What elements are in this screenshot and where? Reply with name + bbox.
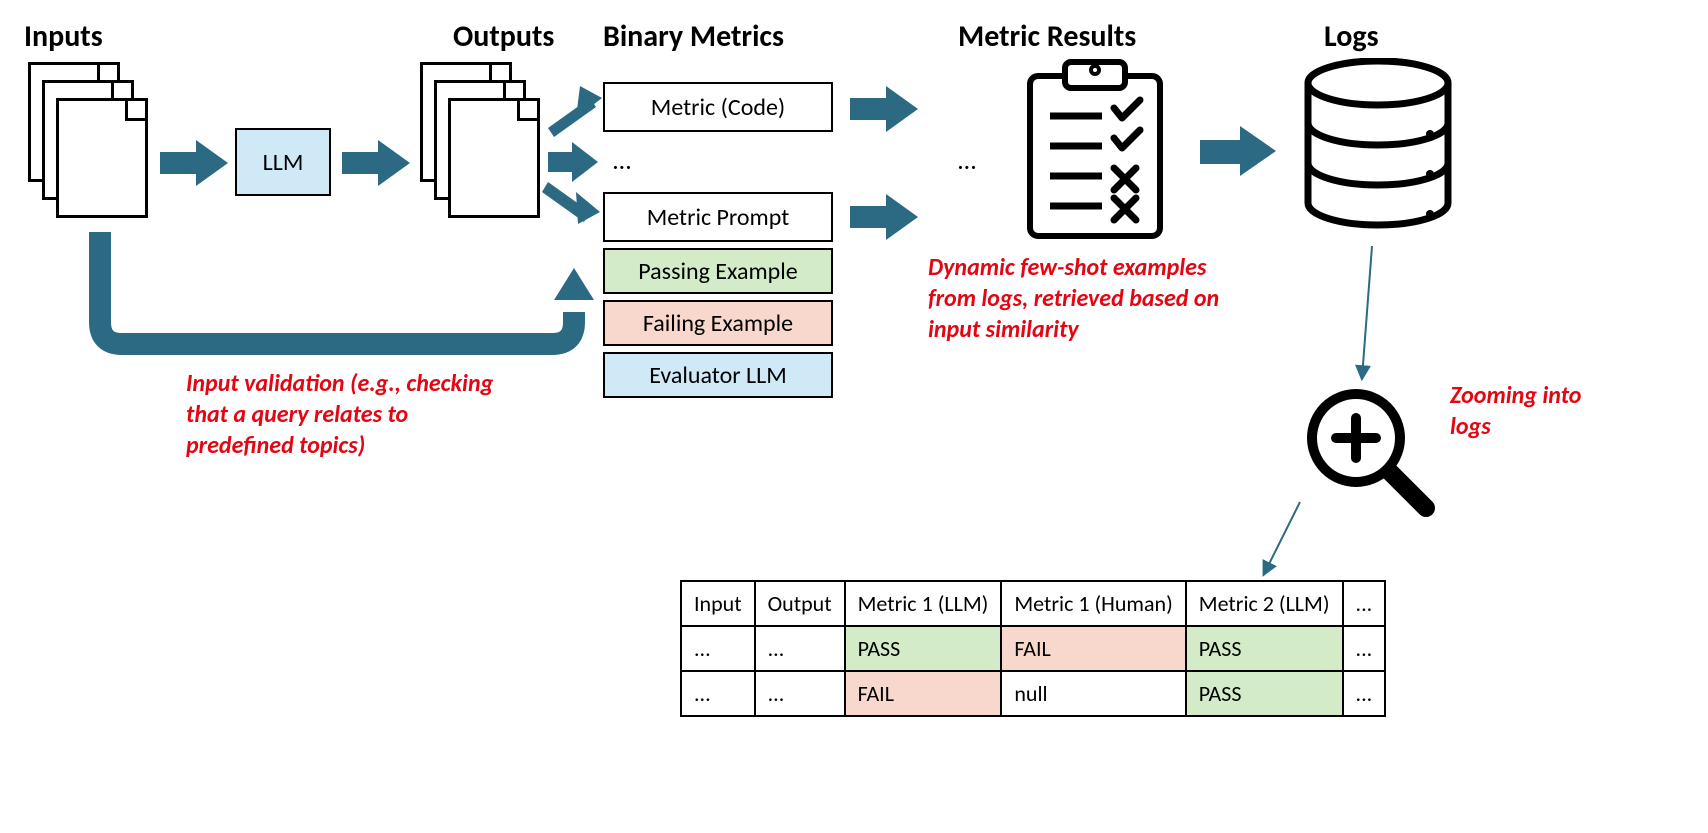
magnifier-icon <box>1298 380 1438 525</box>
col-metric1-llm: Metric 1 (LLM) <box>845 581 1002 626</box>
llm-box: LLM <box>235 128 331 196</box>
clipboard-icon <box>1010 56 1180 251</box>
arrow-outputs-to-middle <box>548 142 598 182</box>
table-cell: ... <box>681 626 755 671</box>
logs-table: Input Output Metric 1 (LLM) Metric 1 (Hu… <box>680 580 1386 717</box>
table-row: ......PASSFAILPASS... <box>681 626 1385 671</box>
table-cell: FAIL <box>1001 626 1185 671</box>
arrow-outputs-to-metric-prompt <box>542 182 600 224</box>
heading-metric-results: Metric Results <box>958 18 1136 55</box>
heading-inputs: Inputs <box>24 18 103 55</box>
table-row: ......FAILnullPASS... <box>681 671 1385 716</box>
heading-logs: Logs <box>1324 18 1379 55</box>
table-cell: ... <box>1343 626 1386 671</box>
table-cell: ... <box>1343 671 1386 716</box>
database-icon <box>1298 58 1458 243</box>
evaluator-llm-box: Evaluator LLM <box>603 352 833 398</box>
table-cell: PASS <box>1186 671 1343 716</box>
results-ellipsis: … <box>958 144 976 176</box>
arrow-metric-prompt-to-results <box>850 194 918 240</box>
table-cell: null <box>1001 671 1185 716</box>
failing-example-box: Failing Example <box>603 300 833 346</box>
col-metric2-llm: Metric 2 (LLM) <box>1186 581 1343 626</box>
table-cell: FAIL <box>845 671 1002 716</box>
metric-prompt-box: Metric Prompt <box>603 192 833 242</box>
metric-code-box: Metric (Code) <box>603 82 833 132</box>
arrow-llm-to-outputs <box>342 140 410 186</box>
table-header-row: Input Output Metric 1 (LLM) Metric 1 (Hu… <box>681 581 1385 626</box>
col-more: ... <box>1343 581 1386 626</box>
heading-outputs: Outputs <box>453 18 554 55</box>
heading-binary-metrics: Binary Metrics <box>603 18 784 55</box>
table-cell: ... <box>755 626 845 671</box>
annotation-input-validation: Input validation (e.g., checking that a … <box>186 368 506 462</box>
annotation-dynamic-fewshot: Dynamic few-shot examples from logs, ret… <box>928 252 1228 346</box>
table-cell: PASS <box>845 626 1002 671</box>
arrow-inputs-to-llm <box>160 140 228 186</box>
metrics-ellipsis: … <box>613 144 631 176</box>
arrow-outputs-to-metric-code <box>548 86 602 137</box>
col-input: Input <box>681 581 755 626</box>
annotation-zoom-logs: Zooming into logs <box>1450 380 1590 442</box>
table-cell: ... <box>755 671 845 716</box>
arrow-db-to-magnifier <box>1362 246 1372 378</box>
col-output: Output <box>755 581 845 626</box>
arrow-magnifier-to-table <box>1264 502 1300 574</box>
arrow-metric-code-to-results <box>850 86 918 132</box>
arrow-results-to-logs <box>1200 126 1276 176</box>
table-body: ......PASSFAILPASS.........FAILnullPASS.… <box>681 626 1385 716</box>
passing-example-box: Passing Example <box>603 248 833 294</box>
arrow-input-validation-path <box>100 232 574 344</box>
col-metric1-human: Metric 1 (Human) <box>1001 581 1185 626</box>
table-cell: ... <box>681 671 755 716</box>
table-cell: PASS <box>1186 626 1343 671</box>
